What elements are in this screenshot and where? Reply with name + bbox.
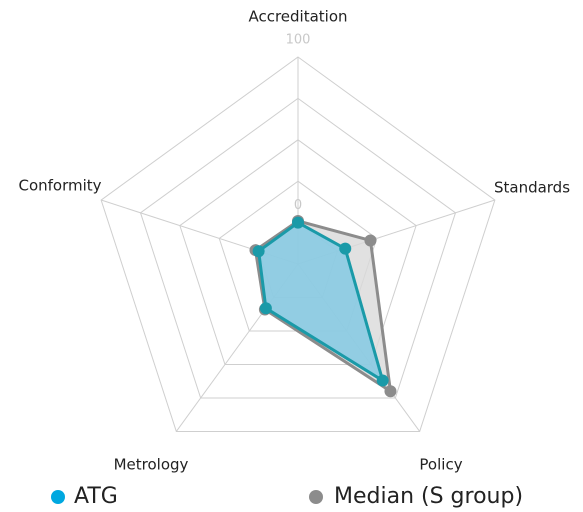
series-point (292, 216, 304, 229)
legend-marker (51, 490, 65, 504)
axis-label: Metrology (114, 456, 189, 474)
y-tick-label: 0 (294, 198, 302, 213)
grid-ring (139, 97, 457, 399)
series-point (339, 242, 352, 255)
axis-label: Accreditation (248, 8, 347, 26)
y-tick-label: 100 (286, 33, 311, 48)
grid-ring (100, 56, 496, 432)
axis-label: Standards (494, 179, 570, 197)
series-point (384, 385, 397, 398)
legend-marker (309, 490, 323, 504)
axis-label: Policy (419, 456, 462, 474)
series-area (257, 221, 385, 383)
legend-label: ATG (74, 484, 118, 509)
axis-label: Conformity (18, 177, 101, 195)
legend-label: Median (S group) (334, 484, 523, 509)
series-point (376, 374, 389, 387)
series-point (252, 245, 265, 258)
series-point (364, 234, 377, 247)
grid-ring (179, 139, 417, 365)
series-point (259, 302, 272, 315)
